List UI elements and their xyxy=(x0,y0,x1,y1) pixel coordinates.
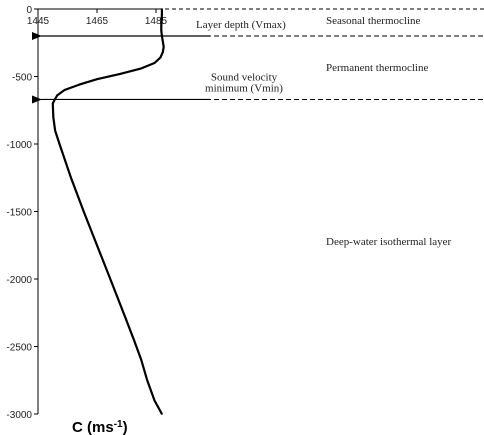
y-tick-label: -500 xyxy=(12,73,32,84)
x-axis-label: C (ms-1) xyxy=(72,419,128,435)
x-tick-label: 1485 xyxy=(145,16,168,27)
y-tick-label: 0 xyxy=(26,5,32,16)
y-tick-label: -2500 xyxy=(6,343,32,354)
data-point xyxy=(53,98,56,101)
x-axis-label-close: ) xyxy=(123,419,128,435)
data-point xyxy=(51,102,54,105)
reference-line-label: Layer depth (Vmax) xyxy=(196,19,286,31)
data-point xyxy=(159,56,162,59)
data-point xyxy=(119,72,122,75)
ticks: 0 -500 -1000 -1500 -2000 -2500 -3000 1445 1465 14… xyxy=(6,5,167,421)
y-tick-label: -1000 xyxy=(6,140,32,151)
reference-lines: Layer depth (Vmax) Sound velocityminimum … xyxy=(32,19,484,104)
data-point xyxy=(82,210,85,213)
data-point xyxy=(160,24,163,27)
data-point xyxy=(52,116,55,118)
data-point xyxy=(54,129,57,132)
data-point xyxy=(160,29,163,32)
data-point xyxy=(63,89,66,91)
series-line xyxy=(51,9,165,415)
data-point xyxy=(161,8,163,10)
data-point xyxy=(161,51,164,54)
data-point xyxy=(122,311,125,314)
data-point xyxy=(161,13,163,16)
zone-label: Deep-water isothermal layer xyxy=(326,236,452,248)
data-point xyxy=(132,338,135,341)
data-point xyxy=(146,379,149,382)
data-point xyxy=(161,35,163,37)
data-point xyxy=(161,40,164,43)
data-point xyxy=(78,83,81,86)
reference-line-label: minimum (Vmin) xyxy=(205,82,283,94)
x-axis-label-superscript: -1 xyxy=(114,419,123,430)
data-point xyxy=(56,94,59,97)
zone-label: Permanent thermocline xyxy=(326,62,428,74)
data-point xyxy=(96,244,98,247)
data-point xyxy=(153,62,156,64)
x-tick-label: 1445 xyxy=(27,16,50,27)
data-point xyxy=(153,399,156,402)
reference-line-label: Sound velocity xyxy=(211,71,278,83)
y-tick-label: -2000 xyxy=(6,275,32,286)
data-point xyxy=(162,45,165,48)
y-tick-label: -1500 xyxy=(6,208,32,219)
y-tick-label: -3000 xyxy=(6,410,32,421)
data-point xyxy=(96,78,98,81)
series-group xyxy=(51,8,165,415)
x-tick-label: 1465 xyxy=(86,16,109,27)
data-point xyxy=(160,18,163,21)
data-point xyxy=(140,67,143,70)
data-point xyxy=(140,359,143,361)
x-axis-label-main: C (ms xyxy=(72,419,114,435)
data-point xyxy=(109,278,112,280)
zone-label: Seasonal thermocline xyxy=(326,15,421,27)
data-point xyxy=(58,143,61,145)
data-point xyxy=(161,413,163,415)
annotation-labels: Seasonal thermocline Permanent thermoclin… xyxy=(326,15,452,248)
data-point xyxy=(70,176,72,179)
